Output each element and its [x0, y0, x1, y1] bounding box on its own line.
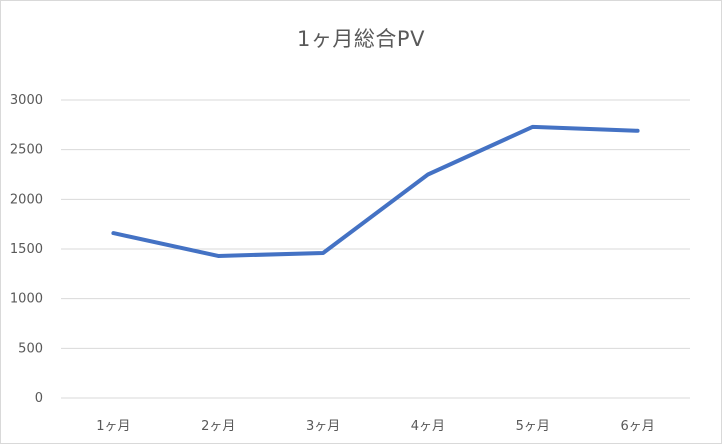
gridlines	[61, 99, 690, 399]
y-tick-label: 1000	[10, 292, 43, 307]
x-tick-label: 6ヶ月	[620, 419, 654, 434]
x-tick-label: 2ヶ月	[201, 419, 235, 434]
y-tick-label: 500	[18, 341, 43, 356]
x-tick-label: 4ヶ月	[411, 419, 445, 434]
x-tick-label: 1ヶ月	[96, 419, 130, 434]
series-lines	[111, 124, 640, 258]
y-tick-label: 0	[35, 391, 43, 406]
x-axis-ticks: 1ヶ月 2ヶ月 3ヶ月 4ヶ月 5ヶ月 6ヶ月	[96, 419, 654, 434]
y-tick-label: 3000	[10, 93, 43, 108]
y-tick-label: 1500	[10, 242, 43, 257]
series-line-0	[111, 124, 640, 258]
y-tick-label: 2500	[10, 143, 43, 158]
x-tick-label: 5ヶ月	[516, 419, 550, 434]
chart-title: 1ヶ月総合PV	[297, 27, 425, 51]
y-axis-ticks: 0 500 1000 1500 2000 2500 3000	[10, 93, 43, 406]
x-tick-label: 3ヶ月	[306, 419, 340, 434]
y-tick-label: 2000	[10, 192, 43, 207]
